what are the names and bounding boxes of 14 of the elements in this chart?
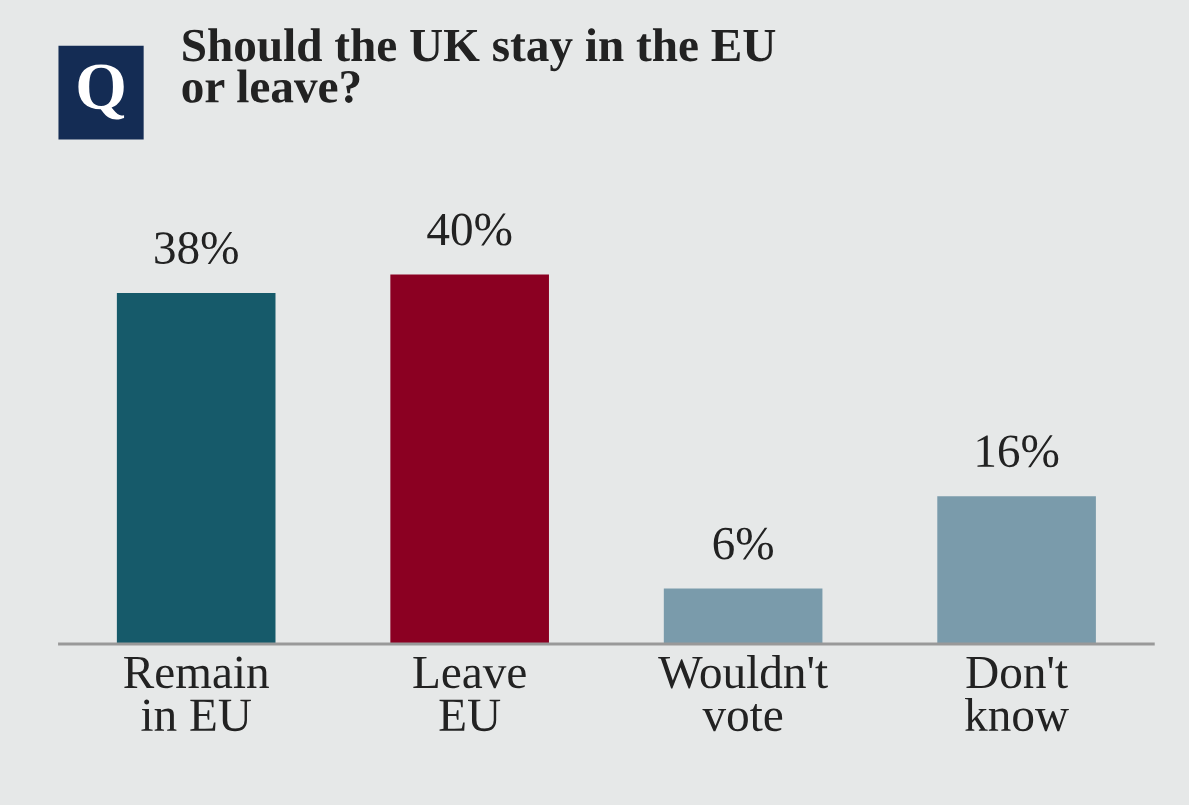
x-tick-label: Don't know [965, 656, 1069, 732]
x-tick-label: Wouldn't vote [658, 655, 828, 732]
bar [116, 292, 276, 644]
bar [937, 496, 1096, 644]
x-tick-label: Leave EU [413, 656, 526, 732]
text: Q [78, 64, 125, 120]
data-label: 6% [713, 527, 773, 560]
data-label: 38% [155, 232, 238, 265]
data-label: 40% [427, 213, 512, 246]
bar [390, 274, 549, 644]
chart-title: Should the UK stay in the EU or leave? [182, 28, 776, 103]
data-label: 16% [977, 435, 1059, 468]
bar [663, 588, 823, 644]
x-tick-label: Remain in EU [124, 656, 269, 732]
